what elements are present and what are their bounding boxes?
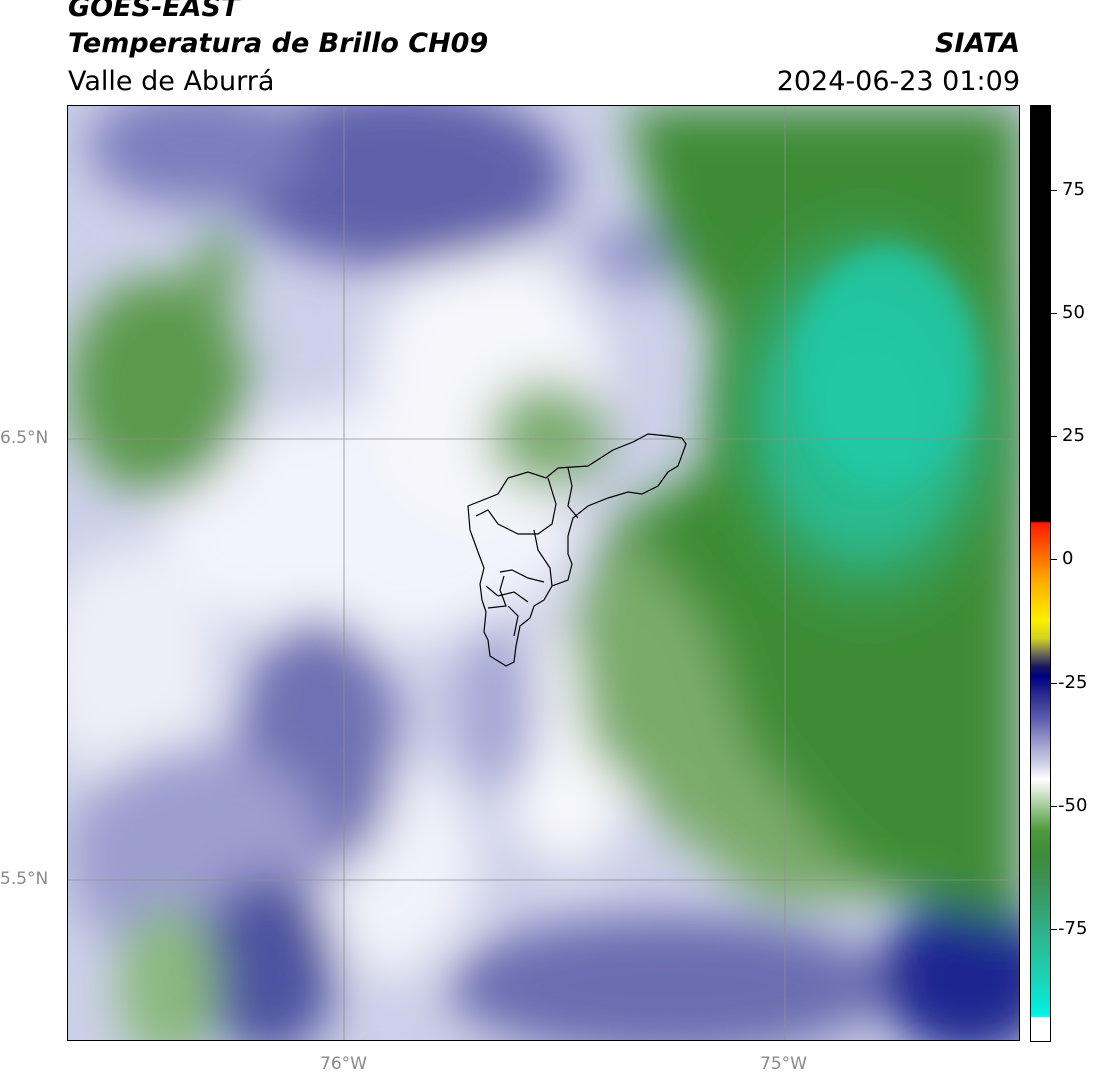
lat-label-6-5: 6.5°N [0, 428, 49, 448]
colorbar-label-0: 0 [1062, 548, 1074, 569]
lat-label-5-5: 5.5°N [0, 869, 49, 889]
organization-label: SIATA [934, 28, 1020, 59]
colorbar-label-minus-75: -75 [1058, 918, 1088, 939]
lon-label-75w: 75°W [760, 1054, 807, 1074]
colorbar-tick [1051, 929, 1057, 930]
aburra-valley-boundaries [467, 433, 687, 667]
colorbar-tick [1051, 806, 1057, 807]
colorbar-tick [1051, 436, 1057, 437]
region-subtitle: Valle de Aburrá [68, 66, 275, 97]
colorbar-label-minus-25: -25 [1058, 672, 1088, 693]
colorbar-tick [1051, 190, 1057, 191]
lon-label-76w: 76°W [320, 1054, 367, 1074]
satellite-title: GOES-EAST [68, 0, 240, 23]
colorbar-label-50: 50 [1062, 302, 1085, 323]
temperature-colorbar [1030, 105, 1051, 1042]
colorbar-label-minus-50: -50 [1058, 795, 1088, 816]
datetime-label: 2024-06-23 01:09 [776, 66, 1020, 97]
colorbar-label-25: 25 [1062, 425, 1085, 446]
graticule [68, 106, 1019, 1040]
colorbar-tick [1051, 313, 1057, 314]
brightness-temperature-map [67, 105, 1020, 1041]
colorbar-tick [1051, 683, 1057, 684]
colorbar-tick [1051, 559, 1057, 560]
product-title: Temperatura de Brillo CH09 [68, 28, 489, 59]
map-canvas [68, 106, 1019, 1040]
colorbar-label-75: 75 [1062, 179, 1085, 200]
